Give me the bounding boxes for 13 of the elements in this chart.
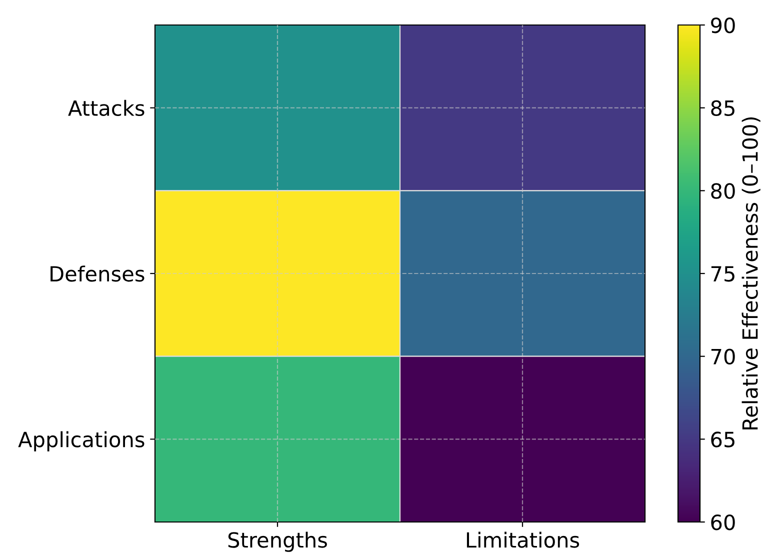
color-bar-label: 65 xyxy=(711,432,734,448)
color-bar-title: Relative Effectiveness (0–100) xyxy=(742,117,760,430)
color-bar-label: 90 xyxy=(711,17,735,34)
color-bar-label: 70 xyxy=(711,348,735,365)
color-bar-label: 80 xyxy=(711,183,735,199)
x-tick-label: Limitations xyxy=(466,532,580,548)
y-tick-label: Attacks xyxy=(68,100,144,116)
x-tick-label: Strengths xyxy=(228,532,327,552)
color-bar-label: 85 xyxy=(711,100,734,116)
y-tick-label: Defenses xyxy=(50,266,144,282)
color-bar-label: 75 xyxy=(711,266,734,282)
y-tick-label: Applications xyxy=(18,431,144,452)
color-bar-label: 60 xyxy=(711,514,735,530)
